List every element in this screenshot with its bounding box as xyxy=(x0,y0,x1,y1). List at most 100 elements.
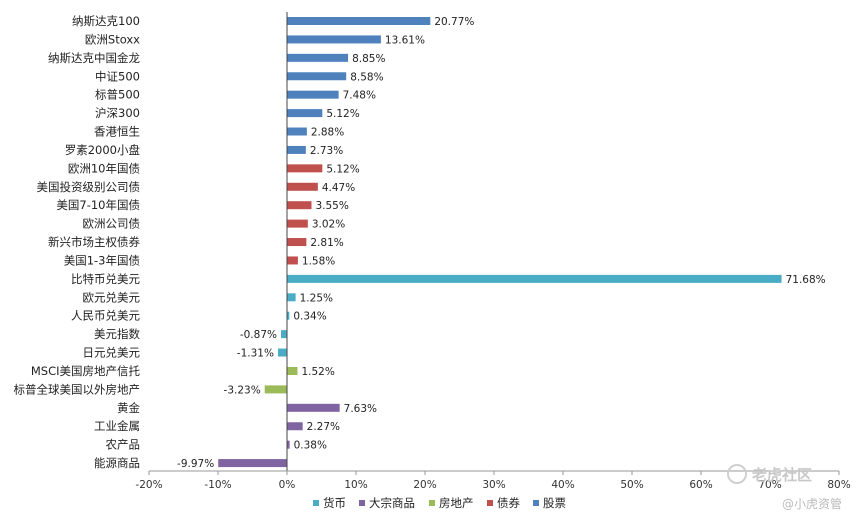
category-label: 欧洲公司债 xyxy=(83,217,141,231)
value-label: 8.85% xyxy=(352,53,385,65)
category-label: 新兴市场主权债券 xyxy=(48,235,140,249)
legend-label: 债券 xyxy=(497,496,520,510)
value-label: -1.31% xyxy=(237,348,274,360)
bar xyxy=(287,127,307,136)
bar xyxy=(287,422,303,431)
category-label: 欧洲Stoxx xyxy=(85,32,140,46)
category-label: 黄金 xyxy=(117,401,140,415)
value-label: -0.87% xyxy=(240,329,277,341)
x-tick-label: 70% xyxy=(758,479,781,491)
x-tick-label: 60% xyxy=(689,479,712,491)
category-label: 人民币兑美元 xyxy=(71,309,140,323)
category-label: 沪深300 xyxy=(95,106,140,120)
watermark-brand: 老虎社区 xyxy=(751,466,812,484)
bar xyxy=(287,182,318,191)
category-label: 标普全球美国以外房地产 xyxy=(14,382,141,396)
x-tick-label: 20% xyxy=(413,479,436,491)
value-label: 2.73% xyxy=(310,145,343,157)
value-label: 1.52% xyxy=(301,366,334,378)
bar xyxy=(277,348,287,357)
value-label: 2.27% xyxy=(307,421,340,433)
x-axis-ticks: -20% -10% 0% 10% 20% 30% 40% 50% 60% 70% 80% xyxy=(135,471,851,491)
category-label: 欧洲10年国债 xyxy=(68,161,140,175)
bar xyxy=(287,311,290,320)
value-label: 5.12% xyxy=(326,163,359,175)
bar xyxy=(287,403,340,412)
category-label: 欧元兑美元 xyxy=(83,290,141,304)
value-label: 3.55% xyxy=(315,200,348,212)
value-label: 0.38% xyxy=(294,440,327,452)
category-label: 美国投资级别公司债 xyxy=(37,180,141,194)
category-label: 香港恒生 xyxy=(94,125,140,139)
bars-layer xyxy=(218,17,782,468)
value-label: 3.02% xyxy=(312,219,345,231)
bar xyxy=(287,238,307,247)
watermark-handle: @小虎资管 xyxy=(782,496,842,511)
legend-swatch xyxy=(313,500,319,506)
x-tick-label: 0% xyxy=(279,479,296,491)
category-label: 工业金属 xyxy=(94,419,140,433)
x-tick-label: 10% xyxy=(344,479,367,491)
category-label: 美国1-3年国债 xyxy=(64,253,140,267)
bar xyxy=(264,385,287,394)
category-label: 能源商品 xyxy=(94,456,140,470)
category-label: 比特币兑美元 xyxy=(71,272,140,286)
bar xyxy=(287,440,290,449)
bar xyxy=(287,72,347,81)
category-label: 纳斯达克100 xyxy=(72,14,140,28)
category-label: 标普500 xyxy=(95,88,140,102)
value-label: 5.12% xyxy=(326,108,359,120)
value-label: 7.48% xyxy=(343,90,376,102)
category-label: 纳斯达克中国金龙 xyxy=(48,51,140,65)
value-label: -9.97% xyxy=(177,458,214,470)
value-label: 7.63% xyxy=(344,403,377,415)
legend-label: 股票 xyxy=(543,496,566,510)
bar xyxy=(287,145,306,154)
bar xyxy=(287,90,339,99)
value-label: 20.77% xyxy=(434,16,474,28)
category-label: 美元指数 xyxy=(94,327,140,341)
value-label: 1.25% xyxy=(300,292,333,304)
category-label: 农产品 xyxy=(106,438,141,452)
value-label: 1.58% xyxy=(302,255,335,267)
x-tick-label: -10% xyxy=(204,479,231,491)
value-label: 71.68% xyxy=(786,274,826,286)
bar xyxy=(287,256,298,265)
x-tick-label: 80% xyxy=(827,479,850,491)
bar xyxy=(280,330,287,339)
bar xyxy=(287,274,782,283)
legend-swatch xyxy=(487,500,493,506)
bar xyxy=(287,366,298,375)
category-label: 罗素2000小盘 xyxy=(65,143,140,157)
bar xyxy=(287,293,296,302)
value-label: 0.34% xyxy=(293,311,326,323)
legend: 货币 大宗商品 房地产 债券 股票 xyxy=(313,496,566,510)
bar xyxy=(218,459,287,468)
legend-swatch xyxy=(533,500,539,506)
category-label: 中证500 xyxy=(95,69,140,83)
value-labels: 20.77% 13.61%8.85% 8.58% 7.48% 5.12% 2.88% 2.7… xyxy=(177,16,826,470)
value-label: -3.23% xyxy=(224,384,261,396)
legend-swatch xyxy=(359,500,365,506)
bar xyxy=(287,17,431,25)
legend-label: 大宗商品 xyxy=(369,496,415,510)
bar xyxy=(287,53,349,62)
category-label: 美国7-10年国债 xyxy=(56,198,140,212)
x-tick-label: -20% xyxy=(135,479,162,491)
value-label: 2.88% xyxy=(311,127,344,139)
legend-label: 货币 xyxy=(323,496,346,510)
x-tick-label: 40% xyxy=(551,479,574,491)
bar xyxy=(287,201,312,210)
legend-label: 房地产 xyxy=(439,496,474,510)
bar xyxy=(287,35,381,44)
x-tick-label: 50% xyxy=(620,479,643,491)
tiger-logo-icon xyxy=(727,464,747,484)
value-label: 2.81% xyxy=(310,237,343,249)
bar xyxy=(287,109,323,118)
category-label: MSCI美国房地产信托 xyxy=(31,364,141,378)
category-label: 日元兑美元 xyxy=(83,346,141,360)
watermark: 老虎社区 @小虎资管 xyxy=(727,464,842,511)
bar xyxy=(287,219,308,228)
bar xyxy=(287,164,323,173)
